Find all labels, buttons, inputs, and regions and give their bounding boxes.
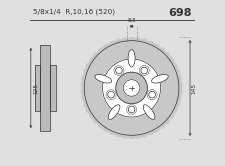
Circle shape — [134, 38, 142, 45]
Circle shape — [82, 39, 181, 137]
Text: 125: 125 — [33, 82, 38, 94]
Circle shape — [173, 69, 180, 76]
Circle shape — [109, 128, 116, 135]
Ellipse shape — [108, 105, 120, 119]
Circle shape — [141, 39, 148, 46]
Circle shape — [174, 75, 182, 82]
Circle shape — [147, 41, 154, 48]
Circle shape — [149, 91, 155, 98]
Circle shape — [174, 94, 182, 101]
Bar — [35, 65, 40, 111]
Circle shape — [86, 63, 93, 70]
Circle shape — [93, 52, 101, 59]
Circle shape — [82, 75, 89, 82]
Text: 145: 145 — [192, 82, 197, 94]
Circle shape — [141, 130, 148, 137]
Circle shape — [170, 106, 177, 113]
Circle shape — [123, 80, 140, 96]
Circle shape — [103, 125, 111, 132]
Circle shape — [128, 132, 135, 139]
Ellipse shape — [95, 75, 112, 83]
Text: 698: 698 — [169, 8, 192, 18]
Circle shape — [175, 81, 182, 88]
Bar — [40, 45, 50, 131]
Circle shape — [166, 112, 174, 119]
Circle shape — [89, 57, 97, 64]
Circle shape — [108, 91, 114, 98]
Circle shape — [93, 117, 101, 124]
Circle shape — [141, 67, 148, 74]
Circle shape — [109, 41, 116, 48]
Circle shape — [82, 94, 89, 101]
Bar — [35, 65, 40, 111]
Circle shape — [134, 131, 142, 138]
Circle shape — [166, 57, 174, 64]
Circle shape — [158, 121, 165, 128]
Circle shape — [162, 117, 170, 124]
Circle shape — [153, 125, 160, 132]
Circle shape — [128, 106, 135, 113]
Circle shape — [103, 44, 111, 51]
Circle shape — [122, 38, 129, 45]
Circle shape — [122, 131, 129, 138]
Circle shape — [158, 48, 165, 55]
Circle shape — [89, 112, 97, 119]
Circle shape — [162, 52, 170, 59]
Bar — [40, 45, 50, 131]
Bar — [50, 65, 56, 111]
Circle shape — [173, 100, 180, 107]
Circle shape — [115, 39, 122, 46]
Text: 8,5: 8,5 — [127, 18, 136, 23]
Circle shape — [128, 37, 135, 44]
Circle shape — [83, 100, 91, 107]
Ellipse shape — [143, 105, 155, 119]
Circle shape — [153, 44, 160, 51]
Circle shape — [116, 72, 147, 104]
Circle shape — [98, 48, 105, 55]
Circle shape — [103, 59, 161, 117]
Circle shape — [170, 63, 177, 70]
Bar — [50, 65, 56, 111]
Ellipse shape — [128, 49, 135, 67]
Circle shape — [115, 130, 122, 137]
Circle shape — [175, 87, 182, 95]
Circle shape — [147, 128, 154, 135]
Circle shape — [98, 121, 105, 128]
Circle shape — [81, 87, 88, 95]
Ellipse shape — [152, 75, 168, 83]
Circle shape — [116, 67, 122, 74]
Circle shape — [81, 81, 88, 88]
Circle shape — [86, 106, 93, 113]
Text: 5/8x1/4  R,10,16 (520): 5/8x1/4 R,10,16 (520) — [33, 8, 115, 15]
Circle shape — [83, 69, 91, 76]
